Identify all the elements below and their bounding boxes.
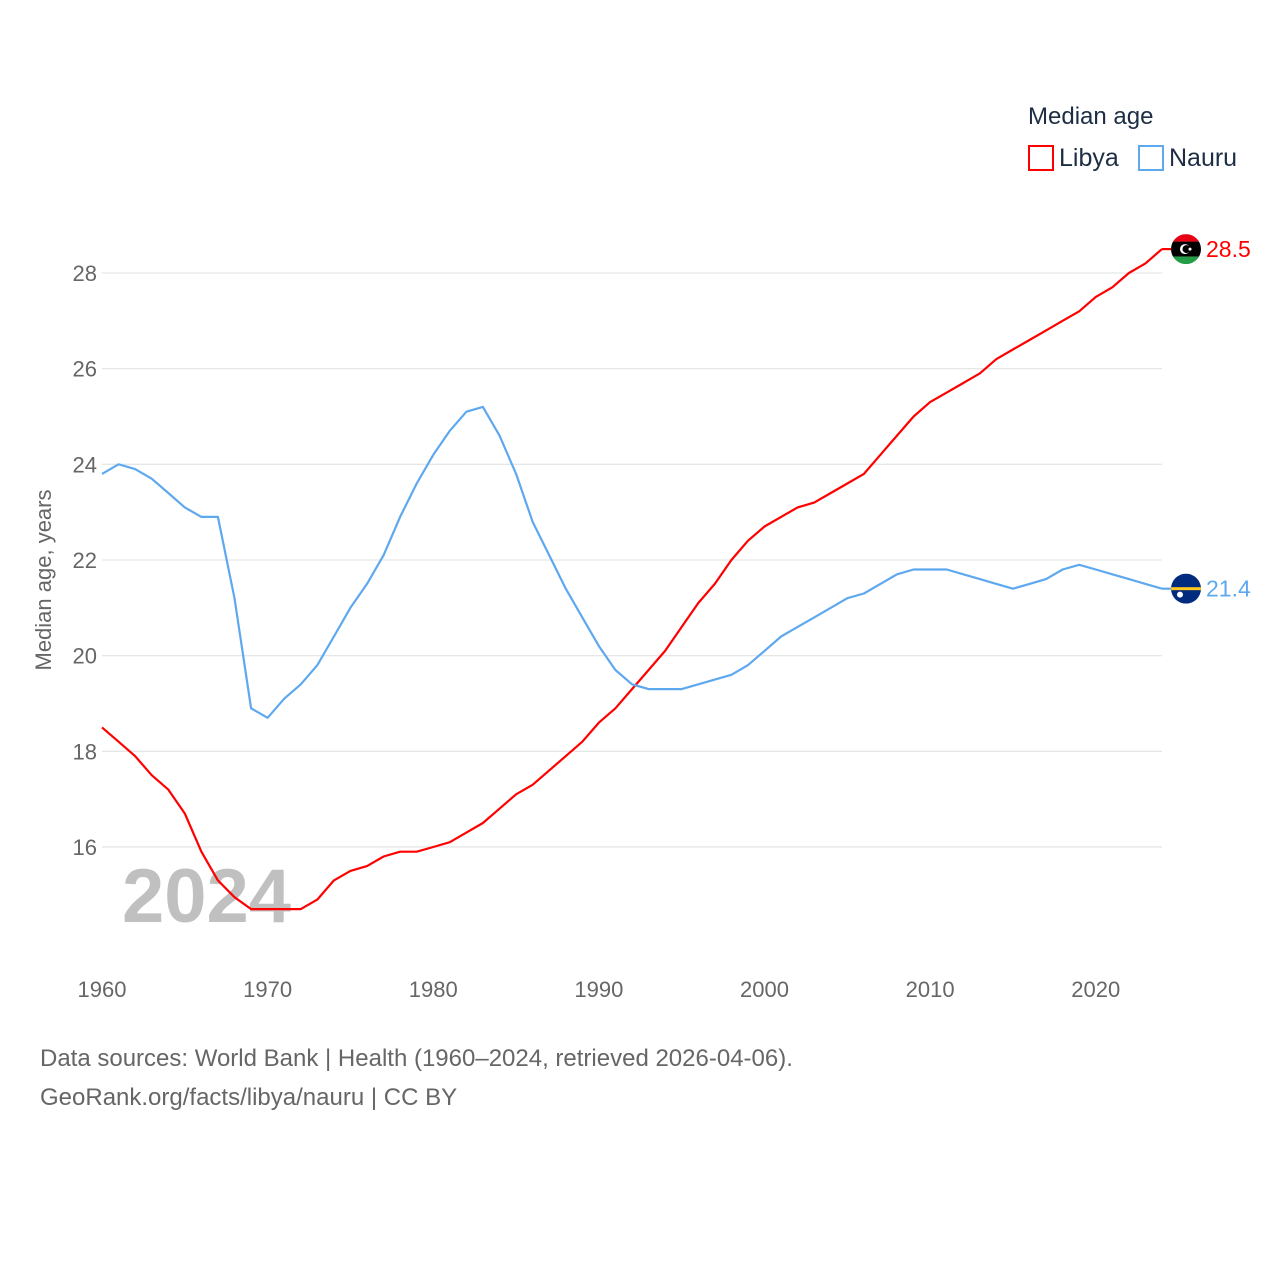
y-tick-label: 16 [73,835,97,860]
x-tick-label: 1960 [78,977,127,1002]
series-line-nauru[interactable] [101,405,1163,719]
source-note: Data sources: World Bank | Health (1960–… [40,1045,793,1072]
x-tick-label: 1980 [409,977,458,1002]
legend-item-libya[interactable]: Libya [1028,144,1119,172]
y-tick-label: 18 [73,739,97,764]
legend-swatch-nauru [1138,145,1164,171]
x-tick-label: 1970 [243,977,292,1002]
legend: Median age Libya Nauru [1028,103,1237,172]
y-tick-label: 26 [73,357,97,382]
series-line-libya[interactable] [101,248,1163,911]
y-axis-label: Median age, years [31,490,56,671]
legend-label-nauru: Nauru [1169,144,1237,172]
source-link[interactable]: GeoRank.org/facts/libya/nauru | CC BY [40,1084,458,1111]
y-tick-label: 20 [73,644,97,669]
legend-label-libya: Libya [1059,144,1119,172]
legend-item-nauru[interactable]: Nauru [1138,144,1237,172]
nauru-flag-icon [1171,573,1201,604]
x-tick-label: 2020 [1071,977,1120,1002]
y-tick-label: 28 [73,261,97,286]
y-tick-label: 22 [73,548,97,573]
y-tick-label: 24 [73,452,97,477]
legend-title: Median age [1028,103,1153,130]
end-value-label: 28.5 [1206,236,1251,262]
libya-flag-icon [1171,234,1201,265]
x-tick-label: 2010 [906,977,955,1002]
end-value-label: 21.4 [1206,576,1251,602]
year-watermark: 2024 [122,854,291,939]
legend-swatch-libya [1028,145,1054,171]
x-tick-label: 1990 [574,977,623,1002]
x-tick-label: 2000 [740,977,789,1002]
